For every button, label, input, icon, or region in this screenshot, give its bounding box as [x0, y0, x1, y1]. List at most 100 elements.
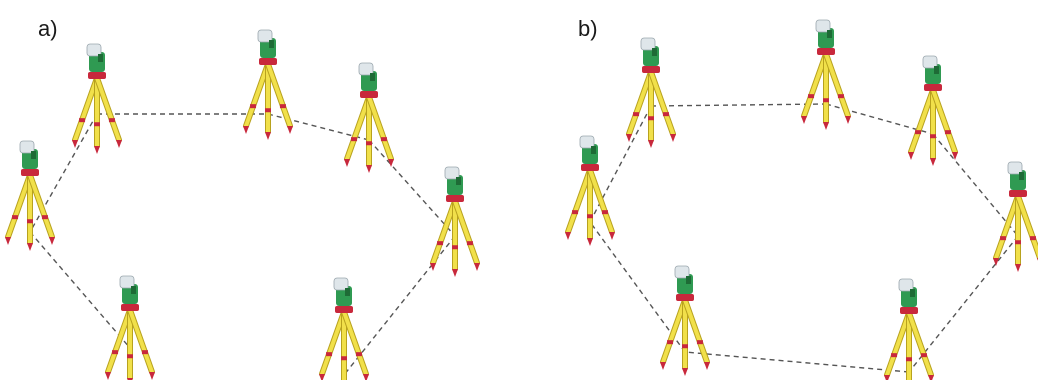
instrument-telescope	[257, 29, 273, 43]
tripod-foot	[660, 362, 666, 370]
tripod-head	[360, 91, 378, 98]
instrument-display	[652, 48, 657, 56]
leg-clamp	[27, 219, 33, 224]
leg-clamp	[366, 141, 372, 146]
tripod-foot	[287, 126, 293, 134]
tripod-leg-fill	[627, 70, 653, 136]
instrument-display	[456, 177, 461, 185]
leg-clamp	[1015, 240, 1021, 245]
instrument-display	[370, 73, 375, 81]
leg-clamp	[1029, 236, 1036, 241]
tripod-foot	[430, 263, 436, 271]
tripod-leg-fill	[6, 173, 32, 239]
tripod-foot	[682, 368, 688, 376]
tripod-leg-fill	[994, 194, 1020, 260]
tripod-leg-fill	[453, 199, 479, 265]
tripod-foot	[49, 237, 55, 245]
leg-clamp	[341, 356, 347, 361]
leg-clamp	[466, 241, 473, 246]
tripod-head	[335, 306, 353, 313]
leg-clamp	[601, 210, 608, 215]
tripod-foot	[648, 140, 654, 148]
tripod-head	[88, 72, 106, 79]
tripod-foot	[609, 232, 615, 240]
leg-clamp	[41, 215, 48, 220]
instrument-display	[98, 54, 103, 62]
total-station-tripod	[801, 19, 851, 130]
leg-clamp	[891, 353, 898, 358]
leg-clamp	[667, 340, 674, 345]
instrument-telescope	[19, 140, 35, 154]
leg-clamp	[662, 112, 669, 117]
tripod-head	[259, 58, 277, 65]
leg-clamp	[112, 350, 119, 355]
instrument-telescope	[444, 166, 460, 180]
leg-clamp	[452, 245, 458, 250]
total-station-tripod	[319, 277, 369, 380]
tripod-foot	[884, 375, 890, 380]
instrument-display	[269, 40, 274, 48]
leg-clamp	[915, 130, 922, 135]
tripod-foot	[105, 372, 111, 380]
dashed-connection-line	[650, 103, 827, 107]
leg-clamp	[326, 352, 333, 357]
leg-clamp	[351, 137, 358, 142]
leg-clamp	[808, 94, 815, 99]
tripod-leg-fill	[1016, 194, 1038, 259]
instrument-telescope	[898, 278, 914, 292]
tripod-foot	[587, 238, 593, 246]
tripod-foot	[626, 134, 632, 142]
instrument-telescope	[119, 275, 135, 289]
tripod-foot	[952, 152, 958, 160]
panel-a-label: a)	[30, 14, 66, 44]
tripod-foot	[265, 132, 271, 140]
leg-clamp	[633, 112, 640, 117]
instrument-display	[1019, 172, 1024, 180]
tripod-leg-fill	[802, 52, 828, 118]
tripod-leg-fill	[73, 76, 99, 142]
total-station-tripod	[243, 29, 293, 140]
tripod-leg-fill	[95, 76, 121, 142]
leg-clamp	[944, 130, 951, 135]
tripod-head	[581, 164, 599, 171]
tripod-foot	[344, 159, 350, 167]
instrument-telescope	[922, 55, 938, 69]
leg-clamp	[930, 134, 936, 139]
tripod-foot	[1015, 264, 1021, 272]
total-station-tripod	[565, 135, 615, 246]
tripod-leg-fill	[931, 88, 957, 154]
tripod-leg-fill	[649, 70, 675, 136]
tripod-foot	[930, 158, 936, 166]
leg-clamp	[265, 108, 271, 113]
instrument-telescope	[358, 62, 374, 76]
tripod-leg-fill	[588, 168, 614, 234]
leg-clamp	[682, 344, 688, 349]
tripod-leg-fill	[345, 95, 371, 161]
tripod-foot	[993, 258, 999, 266]
tripod-head	[676, 294, 694, 301]
leg-clamp	[920, 353, 927, 358]
tripod-leg-fill	[683, 298, 709, 364]
tripod-foot	[670, 134, 676, 142]
tripod-head	[121, 304, 139, 311]
tripod-foot	[27, 243, 33, 251]
tripod-leg-fill	[128, 308, 154, 374]
instrument-display	[591, 146, 596, 154]
leg-clamp	[823, 98, 829, 103]
leg-clamp	[355, 352, 362, 357]
instrument-display	[910, 289, 915, 297]
instrument-display	[345, 288, 350, 296]
total-station-tripod	[72, 43, 122, 154]
leg-clamp	[437, 241, 444, 246]
tripod-foot	[928, 375, 934, 380]
tripod-head	[21, 169, 39, 176]
tripod-foot	[5, 237, 11, 245]
tripod-foot	[845, 116, 851, 124]
leg-clamp	[587, 214, 593, 219]
instrument-display	[934, 66, 939, 74]
tripod-foot	[388, 159, 394, 167]
instrument-display	[131, 286, 136, 294]
instrument-telescope	[86, 43, 102, 57]
tripod-head	[446, 195, 464, 202]
